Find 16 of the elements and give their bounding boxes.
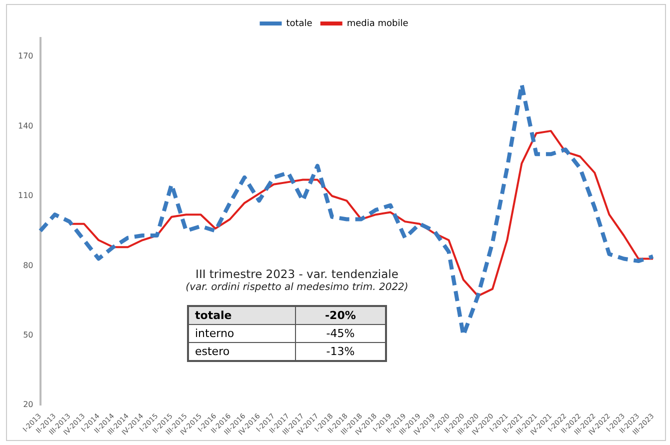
- y-tick-label: 80: [23, 260, 34, 270]
- y-tick-label: 20: [23, 400, 34, 410]
- annotation: estero: [188, 342, 296, 361]
- annotation: -45%: [295, 324, 386, 342]
- y-tick-label: 50: [23, 330, 34, 340]
- annotation: III trimestre 2023 - var. tendenziale: [194, 267, 400, 281]
- y-tick-label: 170: [18, 52, 34, 61]
- y-tick-label: 140: [18, 121, 34, 130]
- annotation: -13%: [295, 342, 386, 361]
- y-tick-label: 110: [18, 191, 34, 200]
- annotation: -20%: [295, 306, 386, 324]
- annotation: interno: [188, 324, 296, 342]
- annotation: totale: [188, 306, 296, 324]
- legend-label: media mobile: [346, 18, 409, 29]
- annotation: (var. ordini rispetto al medesimo trim. 2022): [184, 282, 410, 293]
- legend-label: totale: [286, 18, 313, 29]
